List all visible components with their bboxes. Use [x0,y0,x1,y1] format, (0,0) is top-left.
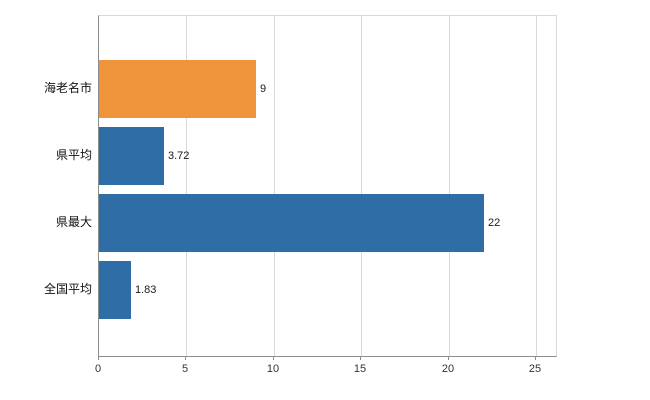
x-axis-tick-mark [185,356,186,360]
y-axis-category-label: 県平均 [55,148,92,162]
gridline [536,16,537,356]
bar [99,261,131,319]
plot-area: 9 3.72 22 1.83 [98,15,557,357]
gridline [274,16,275,356]
x-axis-tick-mark [273,356,274,360]
x-axis-tick-mark [98,356,99,360]
y-axis-category-label: 海老名市 [43,81,92,95]
y-axis-category-label: 県最大 [55,215,92,229]
gridline [186,16,187,356]
x-axis-tick-mark [360,356,361,360]
gridline [361,16,362,356]
bar [99,60,256,118]
x-axis-tick-label: 20 [441,363,455,375]
x-axis-tick-label: 25 [528,363,542,375]
gridline [449,16,450,356]
x-axis-tick-label: 5 [181,363,189,375]
bar [99,127,164,185]
bar-value-label: 22 [488,217,501,229]
x-axis-tick-label: 10 [266,363,280,375]
bar [99,194,484,252]
x-axis-tick-label: 15 [353,363,367,375]
x-axis-tick-mark [448,356,449,360]
x-axis-tick-label: 0 [94,363,102,375]
bar-value-label: 1.83 [135,284,157,296]
x-axis-tick-mark [535,356,536,360]
bar-value-label: 3.72 [168,150,190,162]
y-axis-category-label: 全国平均 [43,282,92,296]
bar-value-label: 9 [260,83,267,95]
